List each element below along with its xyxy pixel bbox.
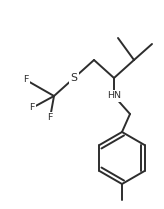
- Text: F: F: [23, 75, 29, 84]
- Text: S: S: [71, 73, 78, 83]
- Text: F: F: [29, 103, 35, 112]
- Text: HN: HN: [107, 92, 121, 101]
- Text: F: F: [47, 113, 53, 122]
